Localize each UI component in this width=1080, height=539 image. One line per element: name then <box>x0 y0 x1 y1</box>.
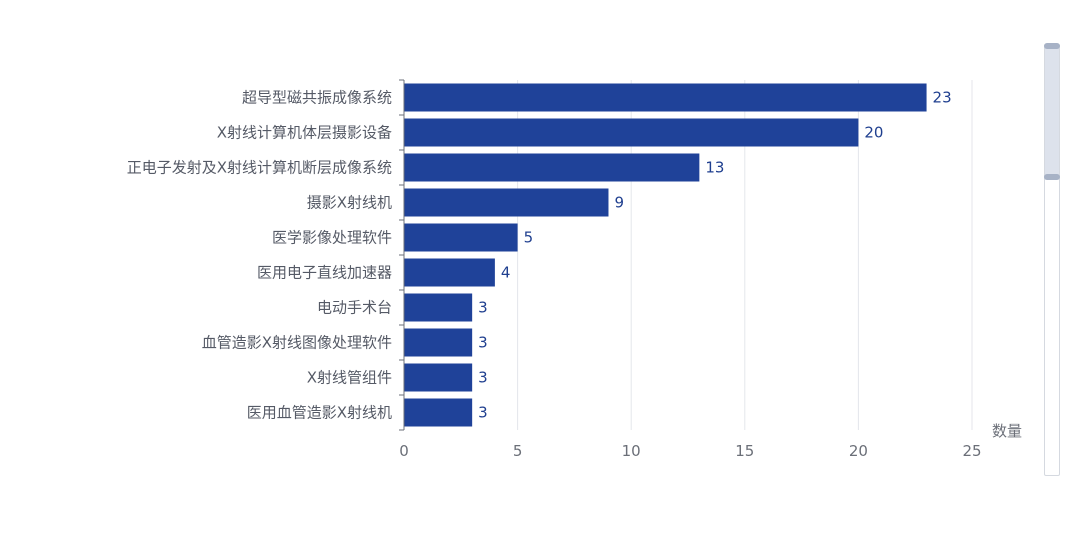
datazoom-handle-top[interactable] <box>1044 43 1060 49</box>
bar[interactable] <box>404 328 473 357</box>
category-label: 摄影X射线机 <box>307 194 392 212</box>
bar[interactable] <box>404 398 473 427</box>
category-label: X射线计算机体层摄影设备 <box>217 124 392 142</box>
bar[interactable] <box>404 83 927 112</box>
bar[interactable] <box>404 118 859 147</box>
x-tick-label: 25 <box>962 442 981 460</box>
category-label: 血管造影X射线图像处理软件 <box>202 334 392 352</box>
bar-value-label: 23 <box>933 89 952 107</box>
bar[interactable] <box>404 258 495 287</box>
x-tick-label: 15 <box>735 442 754 460</box>
datazoom-handle-bottom[interactable] <box>1044 174 1060 181</box>
bar-value-label: 3 <box>478 404 488 422</box>
bar-value-label: 3 <box>478 299 488 317</box>
x-tick-label: 10 <box>622 442 641 460</box>
axes <box>399 79 405 431</box>
datazoom-slider[interactable] <box>1044 43 1060 476</box>
bar[interactable] <box>404 153 700 182</box>
x-tick-label: 0 <box>399 442 409 460</box>
x-axis-name: 数量 <box>992 422 1022 440</box>
bar-value-label: 3 <box>478 369 488 387</box>
datazoom-window[interactable] <box>1044 43 1060 181</box>
category-label: 医用血管造影X射线机 <box>247 404 392 422</box>
bar[interactable] <box>404 363 473 392</box>
bar-value-label: 9 <box>614 194 624 212</box>
bar[interactable] <box>404 188 609 217</box>
bars <box>404 83 927 427</box>
category-label: 正电子发射及X射线计算机断层成像系统 <box>127 159 392 177</box>
x-tick-label: 20 <box>849 442 868 460</box>
category-label: 超导型磁共振成像系统 <box>242 89 392 107</box>
category-label: 电动手术台 <box>317 299 392 317</box>
bar-value-label: 13 <box>705 159 724 177</box>
category-label: 医用电子直线加速器 <box>257 264 392 282</box>
bar-value-label: 4 <box>501 264 511 282</box>
category-label: 医学影像处理软件 <box>272 229 392 247</box>
category-label: X射线管组件 <box>307 369 392 387</box>
bar[interactable] <box>404 293 473 322</box>
bar[interactable] <box>404 223 518 252</box>
labels: 0 5 10 15 20 25 23 超导型磁共振成像系统 20 X射线计算机体层摄影设备 13 正电… <box>127 89 1022 461</box>
bar-value-label: 5 <box>524 229 534 247</box>
bar-value-label: 3 <box>478 334 488 352</box>
bar-value-label: 20 <box>864 124 883 142</box>
x-tick-label: 5 <box>513 442 523 460</box>
